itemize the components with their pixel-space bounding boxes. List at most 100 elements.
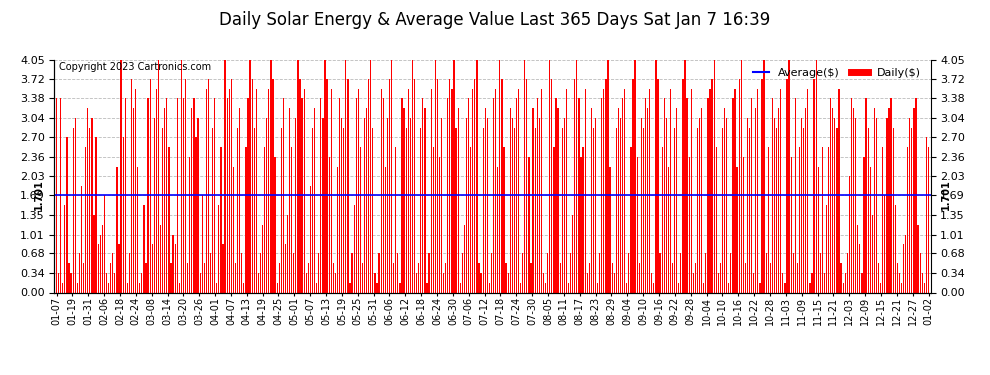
Bar [168,147,169,292]
Bar [314,108,315,292]
Bar [610,167,611,292]
Bar [68,263,69,292]
Bar [151,244,152,292]
Bar [880,283,881,292]
Bar [244,283,245,292]
Bar [746,118,748,292]
Bar [137,167,139,292]
Bar [801,118,802,292]
Bar [380,89,382,292]
Bar [559,263,560,292]
Bar [195,138,197,292]
Bar [289,108,290,292]
Bar [674,128,675,292]
Bar [695,263,696,292]
Bar [344,128,345,292]
Bar [70,273,71,292]
Bar [618,108,619,292]
Bar [680,254,681,292]
Bar [844,273,845,292]
Bar [357,89,359,292]
Bar [497,167,498,292]
Bar [608,60,609,292]
Bar [264,147,265,292]
Bar [427,283,428,292]
Bar [387,118,388,292]
Bar [641,118,642,292]
Bar [385,167,386,292]
Bar [506,263,507,292]
Bar [193,99,194,292]
Bar [861,273,862,292]
Bar [724,108,726,292]
Bar [221,147,222,292]
Bar [391,60,392,292]
Bar [701,108,702,292]
Bar [791,157,792,292]
Bar [897,263,898,292]
Bar [331,89,332,292]
Bar [66,138,67,292]
Bar [780,89,781,292]
Bar [408,89,409,292]
Bar [720,263,721,292]
Text: Daily Solar Energy & Average Value Last 365 Days Sat Jan 7 16:39: Daily Solar Energy & Average Value Last … [220,11,770,29]
Bar [884,195,885,292]
Bar [597,283,598,292]
Bar [463,225,465,292]
Bar [786,79,788,292]
Bar [539,118,540,292]
Bar [276,283,278,292]
Bar [255,89,257,292]
Bar [359,147,361,292]
Bar [909,118,911,292]
Bar [599,254,600,292]
Bar [439,157,441,292]
Bar [853,108,854,292]
Bar [302,99,303,292]
Bar [759,283,760,292]
Bar [587,273,588,292]
Bar [926,138,927,292]
Bar [239,108,241,292]
Bar [333,263,334,292]
Bar [174,244,176,292]
Bar [119,244,120,292]
Bar [574,79,575,292]
Bar [830,99,832,292]
Bar [270,60,271,292]
Bar [420,128,422,292]
Bar [846,254,848,292]
Bar [601,99,602,292]
Bar [582,147,584,292]
Bar [549,60,550,292]
Bar [170,263,171,292]
Bar [735,89,736,292]
Bar [839,89,840,292]
Bar [551,79,552,292]
Bar [262,225,263,292]
Bar [508,273,509,292]
Bar [882,147,883,292]
Bar [920,254,921,292]
Bar [474,79,475,292]
Bar [682,79,683,292]
Bar [135,89,137,292]
Bar [903,244,904,292]
Bar [901,283,902,292]
Bar [325,60,326,292]
Bar [616,128,617,292]
Bar [686,99,688,292]
Bar [890,99,892,292]
Bar [639,263,640,292]
Bar [233,167,234,292]
Bar [74,118,76,292]
Text: 1.701: 1.701 [34,180,44,210]
Bar [210,254,211,292]
Bar [395,147,396,292]
Bar [716,147,717,292]
Bar [422,99,424,292]
Bar [76,283,78,292]
Bar [820,254,821,292]
Bar [637,157,638,292]
